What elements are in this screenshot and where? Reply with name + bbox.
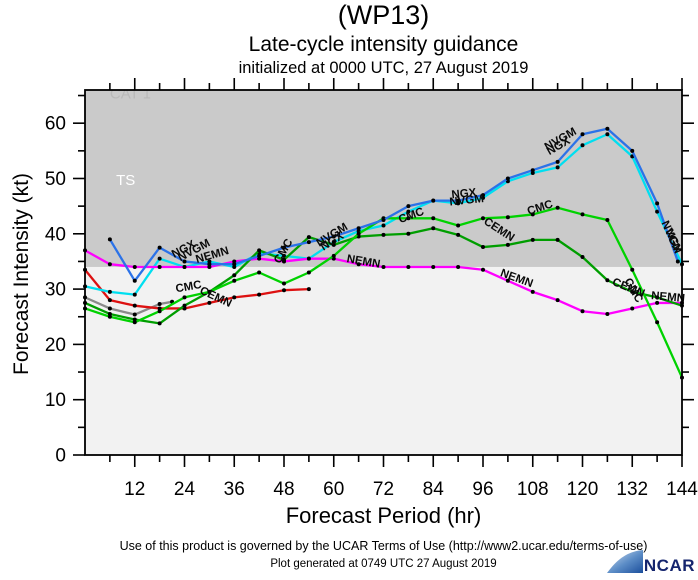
svg-text:40: 40 xyxy=(45,224,66,245)
svg-text:20: 20 xyxy=(45,335,66,356)
y-tick-labels: 0 10 20 30 40 50 60 xyxy=(45,114,66,467)
band-label-ts: TS xyxy=(116,172,135,189)
ts-shaded-band xyxy=(85,90,682,267)
line-label-nemn: NEMN xyxy=(651,290,686,305)
svg-text:96: 96 xyxy=(472,479,493,500)
svg-text:36: 36 xyxy=(224,479,245,500)
line-label-cmc: CMC xyxy=(175,279,203,295)
svg-text:30: 30 xyxy=(45,280,66,301)
ncar-logo: NCAR xyxy=(606,548,695,574)
svg-text:108: 108 xyxy=(517,479,549,500)
ncar-logo-swoosh xyxy=(606,550,643,573)
x-axis-label: Forecast Period (hr) xyxy=(285,503,482,528)
svg-text:0: 0 xyxy=(55,446,66,467)
line-label-nvgm: NVGM xyxy=(449,193,485,209)
plot-frame xyxy=(84,89,683,456)
init-time-subtitle: initialized at 0000 UTC, 27 August 2019 xyxy=(238,58,529,77)
ncar-logo-text: NCAR xyxy=(643,556,695,575)
terms-of-use-text: Use of this product is governed by the U… xyxy=(119,539,648,553)
y-axis-label: Forecast Intensity (kt) xyxy=(10,173,33,375)
band-labels: TS CAT 1 xyxy=(110,85,151,189)
svg-text:50: 50 xyxy=(45,169,66,190)
svg-text:48: 48 xyxy=(273,479,294,500)
svg-text:12: 12 xyxy=(124,479,145,500)
line-label-ngx: NGX xyxy=(451,187,477,202)
title-block: (WP13) Late-cycle intensity guidance ini… xyxy=(85,0,682,77)
line-label-nemn: NEMN xyxy=(346,253,381,271)
axis-ticks xyxy=(73,78,694,467)
svg-text:24: 24 xyxy=(174,479,196,500)
x-tick-labels: 12 24 36 48 60 72 84 96 108 120 132 144 xyxy=(124,479,698,500)
chart-title: Late-cycle intensity guidance xyxy=(248,33,519,57)
svg-text:60: 60 xyxy=(323,479,344,500)
series-cemn xyxy=(83,226,684,326)
svg-text:10: 10 xyxy=(45,390,66,411)
svg-text:120: 120 xyxy=(567,479,599,500)
svg-text:60: 60 xyxy=(45,114,66,135)
series-ngx xyxy=(107,126,680,283)
svg-text:84: 84 xyxy=(423,479,445,500)
svg-text:132: 132 xyxy=(616,479,648,500)
storm-id-title: (WP13) xyxy=(337,0,430,30)
plot-generated-text: Plot generated at 0749 UTC 27 August 201… xyxy=(270,558,497,570)
series-nemn xyxy=(83,248,684,316)
svg-text:144: 144 xyxy=(666,479,698,500)
svg-text:72: 72 xyxy=(373,479,394,500)
band-label-cat-1: CAT 1 xyxy=(110,85,151,102)
